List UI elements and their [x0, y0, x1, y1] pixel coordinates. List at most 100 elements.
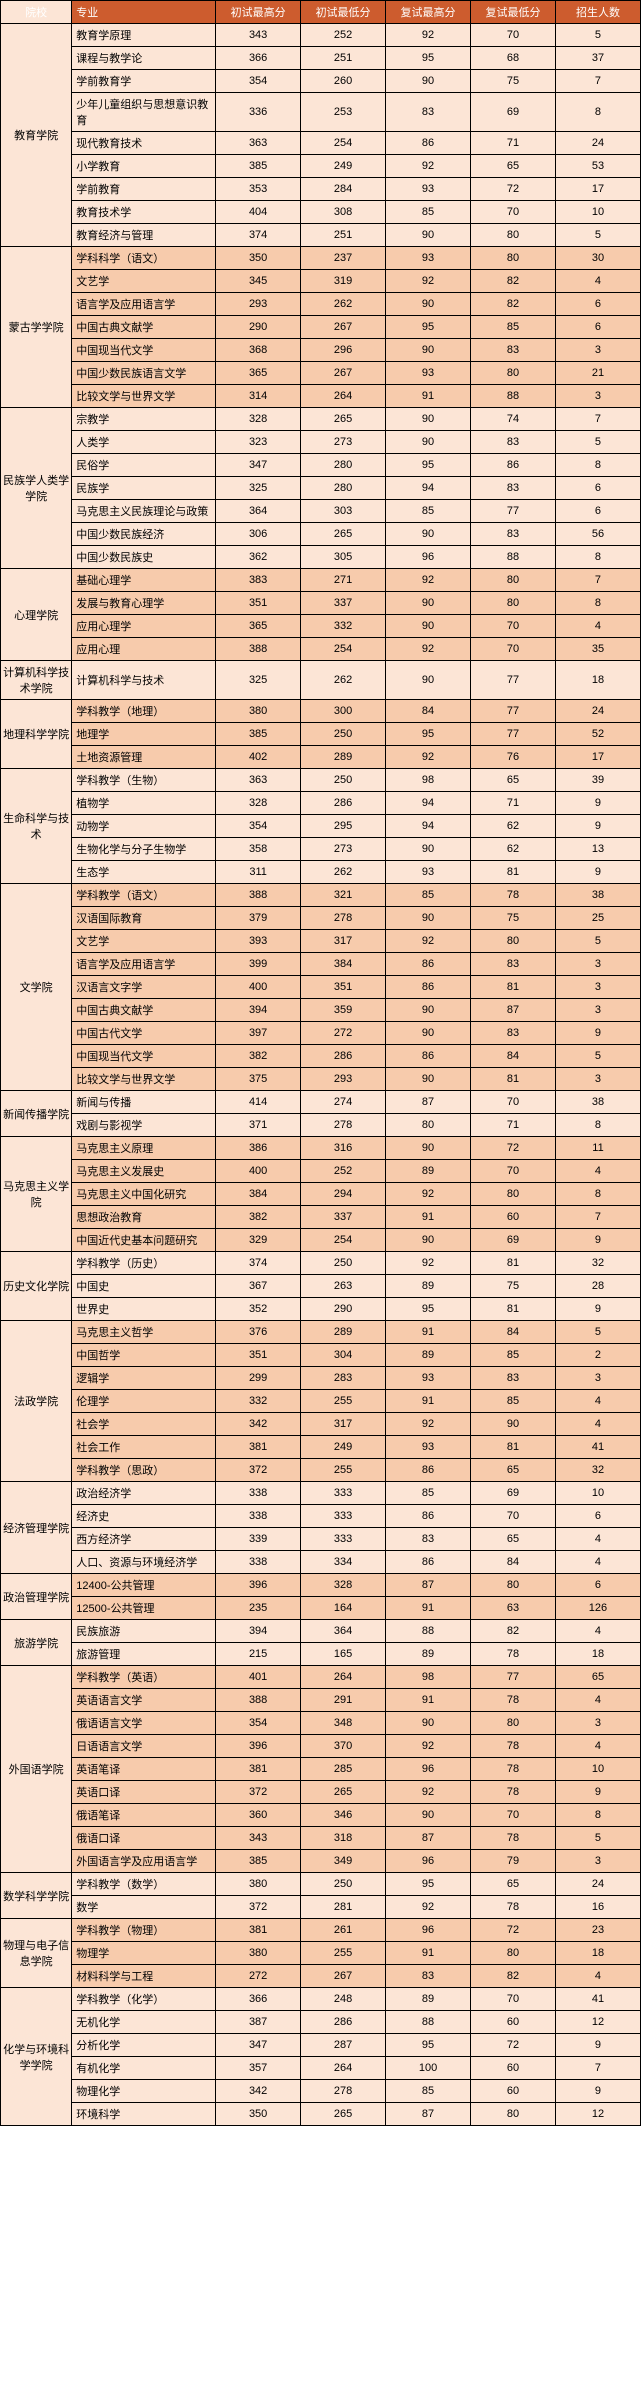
data-cell: 西方经济学 [72, 1528, 216, 1551]
table-row: 民俗学34728095868 [1, 454, 641, 477]
data-cell: 社会学 [72, 1413, 216, 1436]
data-cell: 393 [216, 930, 301, 953]
data-cell: 364 [301, 1620, 386, 1643]
data-cell: 65 [471, 769, 556, 792]
data-cell: 中国古典文献学 [72, 999, 216, 1022]
data-cell: 308 [301, 201, 386, 224]
data-cell: 中国近代史基本问题研究 [72, 1229, 216, 1252]
table-row: 中国古典文献学29026795856 [1, 316, 641, 339]
data-cell: 254 [301, 638, 386, 661]
data-cell: 80 [471, 2103, 556, 2126]
data-cell: 13 [555, 838, 640, 861]
table-row: 土地资源管理402289927617 [1, 746, 641, 769]
data-cell: 90 [386, 1022, 471, 1045]
data-cell: 250 [301, 769, 386, 792]
table-row: 英语语言文学38829191784 [1, 1689, 641, 1712]
data-cell: 336 [216, 93, 301, 132]
data-cell: 95 [386, 316, 471, 339]
data-cell: 388 [216, 638, 301, 661]
data-cell: 63 [471, 1597, 556, 1620]
table-row: 马克思主义学院马克思主义原理386316907211 [1, 1137, 641, 1160]
data-cell: 学科教学（化学） [72, 1988, 216, 2011]
data-cell: 262 [301, 661, 386, 700]
data-cell: 83 [386, 1528, 471, 1551]
data-cell: 87 [386, 1091, 471, 1114]
data-cell: 332 [301, 615, 386, 638]
table-row: 英语口译37226592789 [1, 1781, 641, 1804]
table-row: 学前教育学35426090757 [1, 70, 641, 93]
data-cell: 72 [471, 2034, 556, 2057]
data-cell: 中国哲学 [72, 1344, 216, 1367]
data-cell: 马克思主义发展史 [72, 1160, 216, 1183]
data-cell: 9 [555, 1022, 640, 1045]
table-row: 学前教育353284937217 [1, 178, 641, 201]
data-cell: 262 [301, 861, 386, 884]
data-cell: 85 [386, 2080, 471, 2103]
data-cell: 351 [216, 1344, 301, 1367]
table-row: 经济管理学院政治经济学338333856910 [1, 1482, 641, 1505]
data-cell: 90 [386, 615, 471, 638]
data-cell: 8 [555, 454, 640, 477]
data-cell: 372 [216, 1896, 301, 1919]
data-cell: 333 [301, 1482, 386, 1505]
data-cell: 85 [471, 1344, 556, 1367]
data-cell: 80 [471, 224, 556, 247]
table-row: 西方经济学33933383654 [1, 1528, 641, 1551]
table-row: 中国少数民族经济306265908356 [1, 523, 641, 546]
data-cell: 387 [216, 2011, 301, 2034]
table-row: 生命科学与技术学科教学（生物）363250986539 [1, 769, 641, 792]
data-cell: 72 [471, 1919, 556, 1942]
data-cell: 90 [386, 408, 471, 431]
header-col-4: 复试最高分 [386, 1, 471, 24]
data-cell: 91 [386, 1206, 471, 1229]
data-cell: 68 [471, 47, 556, 70]
data-cell: 76 [471, 746, 556, 769]
data-cell: 6 [555, 1505, 640, 1528]
data-cell: 354 [216, 1712, 301, 1735]
data-cell: 79 [471, 1850, 556, 1873]
data-cell: 4 [555, 1413, 640, 1436]
data-cell: 18 [555, 1942, 640, 1965]
data-cell: 69 [471, 1482, 556, 1505]
table-row: 马克思主义民族理论与政策36430385776 [1, 500, 641, 523]
data-cell: 254 [301, 1229, 386, 1252]
data-cell: 86 [386, 1505, 471, 1528]
data-cell: 77 [471, 723, 556, 746]
data-cell: 12 [555, 2103, 640, 2126]
group-cell: 物理与电子信息学院 [1, 1919, 72, 1988]
data-cell: 3 [555, 976, 640, 999]
data-cell: 93 [386, 1436, 471, 1459]
data-cell: 374 [216, 1252, 301, 1275]
data-cell: 85 [386, 1482, 471, 1505]
table-row: 马克思主义中国化研究38429492808 [1, 1183, 641, 1206]
data-cell: 学前教育 [72, 178, 216, 201]
data-cell: 401 [216, 1666, 301, 1689]
data-cell: 中国古代文学 [72, 1022, 216, 1045]
data-cell: 比较文学与世界文学 [72, 385, 216, 408]
table-row: 学科教学（思政）372255866532 [1, 1459, 641, 1482]
table-row: 世界史35229095819 [1, 1298, 641, 1321]
data-cell: 23 [555, 1919, 640, 1942]
table-row: 12500-公共管理2351649163126 [1, 1597, 641, 1620]
data-cell: 课程与教学论 [72, 47, 216, 70]
data-cell: 95 [386, 723, 471, 746]
data-cell: 98 [386, 1666, 471, 1689]
table-row: 中国古代文学39727290839 [1, 1022, 641, 1045]
data-cell: 82 [471, 270, 556, 293]
data-cell: 92 [386, 1413, 471, 1436]
data-cell: 92 [386, 569, 471, 592]
data-cell: 294 [301, 1183, 386, 1206]
data-cell: 265 [301, 408, 386, 431]
data-cell: 41 [555, 1436, 640, 1459]
data-cell: 91 [386, 1390, 471, 1413]
table-row: 文艺学39331792805 [1, 930, 641, 953]
data-cell: 93 [386, 178, 471, 201]
data-cell: 357 [216, 2057, 301, 2080]
data-cell: 教育经济与管理 [72, 224, 216, 247]
data-cell: 250 [301, 1873, 386, 1896]
data-cell: 95 [386, 1298, 471, 1321]
data-cell: 应用心理 [72, 638, 216, 661]
data-cell: 96 [386, 1850, 471, 1873]
data-cell: 75 [471, 907, 556, 930]
data-cell: 94 [386, 815, 471, 838]
